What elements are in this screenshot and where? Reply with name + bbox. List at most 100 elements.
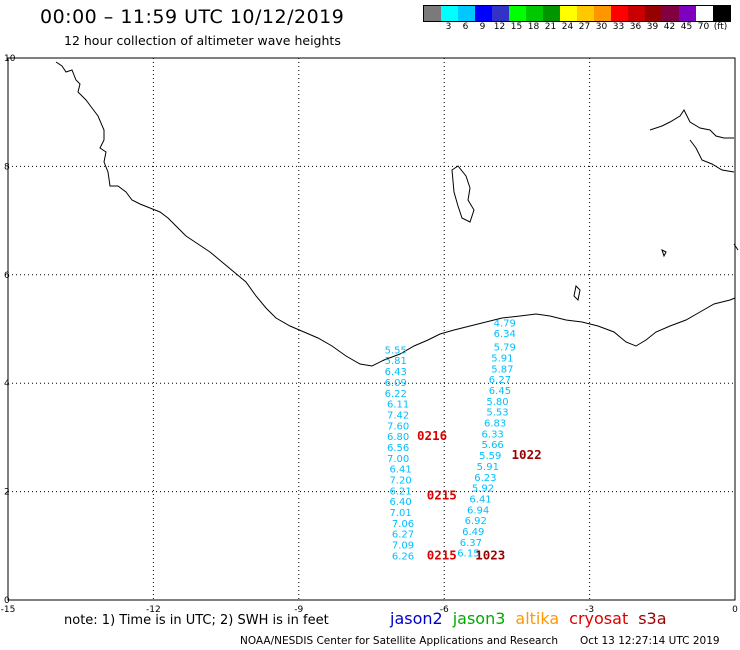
legend-swatch (441, 6, 458, 21)
swh-value: 6.43 (385, 367, 407, 378)
swh-value: 5.87 (491, 364, 513, 375)
coastline-main (55, 61, 736, 367)
altimeter-tracks: 5.555.816.436.096.226.117.427.606.806.56… (385, 318, 516, 562)
swh-value: 6.49 (462, 527, 484, 538)
y-tick-label: 2 (4, 488, 10, 498)
x-tick-label: 0 (732, 605, 738, 615)
pass-time-label: 1022 (512, 447, 542, 462)
swh-value: 6.80 (387, 432, 409, 443)
legend-unit: (ft) (713, 22, 728, 32)
legend-label: 21 (544, 22, 557, 32)
satellite-jason2: jason2 (390, 609, 443, 628)
legend-label: 42 (663, 22, 676, 32)
swh-value: 7.00 (387, 454, 409, 465)
x-tick-label: -3 (585, 605, 594, 615)
swh-value: 6.11 (387, 400, 409, 411)
grid-lines (8, 58, 735, 600)
color-legend-labels: 3 6 9 12 15 18 21 24 27 30 33 36 39 42 45 70 (ft) (423, 22, 729, 32)
swh-value: 4.79 (494, 318, 516, 329)
swh-value: 6.40 (389, 497, 411, 508)
swh-value: 6.94 (467, 505, 489, 516)
swh-value: 6.34 (494, 329, 516, 340)
swh-value: 6.41 (389, 465, 411, 476)
legend-swatch (696, 6, 713, 21)
pass-time-label: 0215 (427, 547, 457, 562)
legend-label: 9 (479, 22, 486, 32)
pass-time-label: 0216 (417, 428, 447, 443)
legend-label: 6 (462, 22, 469, 32)
satellite-jason3: jason3 (452, 609, 506, 628)
legend-label: 3 (445, 22, 452, 32)
swh-value: 7.09 (392, 541, 414, 552)
legend-label: 33 (612, 22, 625, 32)
pass-time-label: 0215 (427, 488, 457, 503)
legend-swatch (475, 6, 492, 21)
swh-value: 5.53 (486, 408, 508, 419)
swh-value: 7.01 (389, 508, 411, 519)
credit-line: NOAA/NESDIS Center for Satellite Applica… (240, 635, 558, 647)
legend-swatch (424, 6, 441, 21)
satellite-legend: jason2 jason3 altika cryosat s3a (390, 609, 667, 628)
y-tick-label: 8 (4, 162, 10, 172)
swh-value: 5.79 (494, 343, 516, 354)
footnote: note: 1) Time is in UTC; 2) SWH is in fe… (64, 613, 329, 628)
swh-value: 6.27 (392, 530, 414, 541)
swh-value: 6.21 (389, 486, 411, 497)
swh-value: 6.15 (457, 549, 479, 560)
swh-value: 7.20 (389, 475, 411, 486)
y-tick-label: 6 (4, 271, 10, 281)
swh-value: 7.60 (387, 421, 409, 432)
swh-value: 5.55 (385, 345, 407, 356)
satellite-altika: altika (515, 609, 560, 628)
pass-time-label: 1023 (475, 547, 505, 562)
coastline (55, 61, 739, 367)
swh-value: 6.23 (474, 473, 496, 484)
axis-ticks: -15 -12 -9 -6 -3 0 0 2 4 6 8 10 (1, 54, 738, 615)
legend-swatch (679, 6, 696, 21)
swh-value: 7.06 (392, 519, 414, 530)
legend-swatch (594, 6, 611, 21)
legend-label: 45 (680, 22, 693, 32)
legend-label: 15 (510, 22, 523, 32)
x-tick-label: -12 (146, 605, 161, 615)
legend-label: 70 (697, 22, 710, 32)
map-subtitle: 12 hour collection of altimeter wave hei… (64, 33, 341, 48)
y-tick-label: 0 (4, 596, 10, 606)
y-tick-label: 10 (4, 54, 16, 64)
swh-value: 7.42 (387, 410, 409, 421)
swh-value: 6.27 (489, 375, 511, 386)
legend-label: 36 (629, 22, 642, 32)
legend-swatch (509, 6, 526, 21)
satellite-s3a: s3a (638, 609, 667, 628)
swh-value: 6.83 (484, 419, 506, 430)
legend-swatch (611, 6, 628, 21)
legend-swatch (458, 6, 475, 21)
plot-border (7, 57, 736, 601)
swh-value: 5.66 (482, 440, 504, 451)
legend-label: 30 (595, 22, 608, 32)
x-tick-label: -9 (294, 605, 303, 615)
legend-swatch (713, 6, 730, 21)
swh-value: 5.81 (385, 356, 407, 367)
legend-label: 24 (561, 22, 574, 32)
x-tick-label: -6 (440, 605, 449, 615)
map-title: 00:00 – 11:59 UTC 10/12/2019 (40, 6, 345, 28)
legend-swatch (526, 6, 543, 21)
legend-swatch (543, 6, 560, 21)
islet-c (661, 243, 739, 258)
legend-swatch (628, 6, 645, 21)
x-tick-label: -15 (1, 605, 16, 615)
legend-swatch (662, 6, 679, 21)
swh-value: 6.26 (392, 551, 414, 562)
swh-value: 6.56 (387, 443, 409, 454)
swh-value: 6.92 (465, 516, 487, 527)
swh-value: 5.59 (479, 451, 501, 462)
pass-times: 0216 1022 0215 0215 1023 (417, 428, 542, 562)
legend-label: 12 (493, 22, 506, 32)
legend-label: 39 (646, 22, 659, 32)
swh-value: 5.91 (491, 354, 513, 365)
swh-value: 6.33 (482, 429, 504, 440)
legend-swatch (577, 6, 594, 21)
swh-value: 5.92 (472, 484, 494, 495)
